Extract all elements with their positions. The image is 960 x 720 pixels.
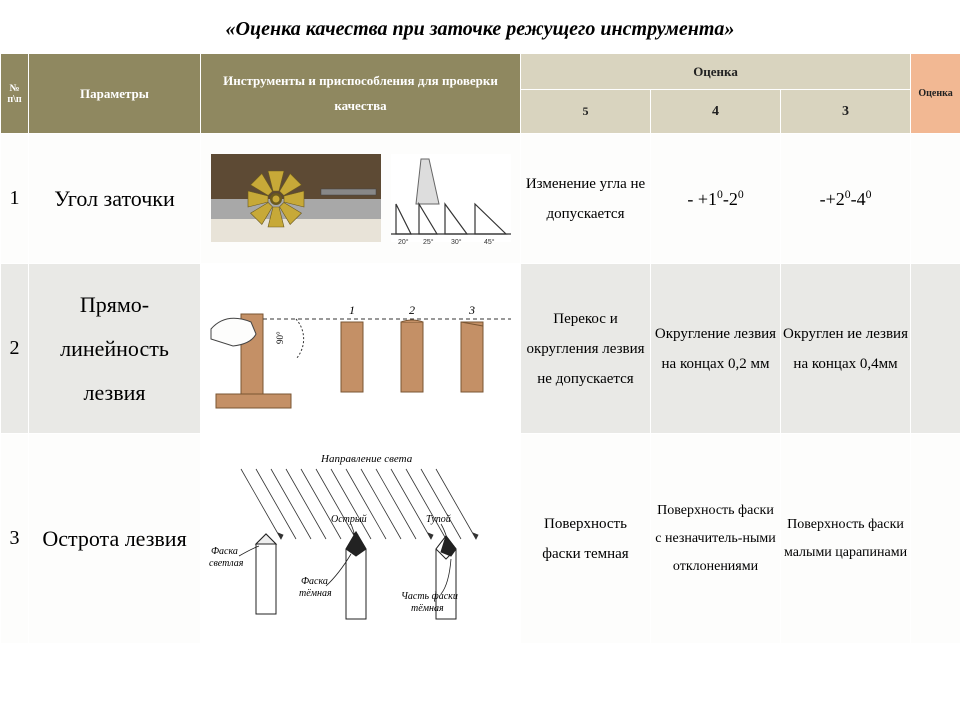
cell-r3: Округлен ие лезвия на концах 0,4мм — [781, 264, 911, 434]
cell-r4: Поверхность фаски с незначитель-ными отк… — [651, 434, 781, 644]
straightness-illustration: 90° 1 2 3 — [201, 274, 521, 424]
th-5: 5 — [521, 90, 651, 134]
th-param: Параметры — [29, 54, 201, 134]
svg-text:3: 3 — [468, 303, 475, 317]
th-rating2: Оценка — [911, 54, 960, 134]
th-4: 4 — [651, 90, 781, 134]
svg-text:Тупой: Тупой — [426, 514, 451, 525]
row-param: Прямо-линейность лезвия — [29, 264, 201, 434]
cell-r5: Перекос и округления лезвия не допускает… — [521, 264, 651, 434]
cell-r5: Поверхность фаски темная — [521, 434, 651, 644]
cell-empty — [911, 134, 960, 264]
svg-text:1: 1 — [349, 303, 355, 317]
cell-r3: -+20-40 — [781, 134, 911, 264]
row-num: 1 — [1, 134, 29, 264]
svg-text:2: 2 — [409, 303, 415, 317]
page-title: «Оценка качества при заточке режущего ин… — [0, 0, 960, 53]
svg-text:90°: 90° — [275, 331, 285, 344]
th-rating: Оценка — [521, 54, 911, 90]
table-row: 1 Угол заточки — [1, 134, 960, 264]
cell-r5: Изменение угла не допускается — [521, 134, 651, 264]
cell-empty — [911, 264, 960, 434]
th-3: 3 — [781, 90, 911, 134]
svg-text:Острый: Острый — [331, 514, 367, 525]
sharpness-illustration: Направление света — [201, 444, 521, 634]
svg-text:25°: 25° — [423, 238, 434, 246]
row-tools: 90° 1 2 3 — [201, 264, 521, 434]
svg-text:Фаска: Фаска — [211, 546, 238, 557]
th-tools: Инструменты и приспособления для проверк… — [201, 54, 521, 134]
svg-text:тёмная: тёмная — [411, 603, 444, 614]
svg-text:тёмная: тёмная — [299, 588, 332, 599]
cell-r4: - +10-20 — [651, 134, 781, 264]
row-num: 3 — [1, 434, 29, 644]
svg-text:Фаска: Фаска — [301, 576, 328, 587]
angle-tool-illustration: 20° 25° 30° 45° — [201, 144, 521, 254]
svg-text:45°: 45° — [484, 238, 495, 246]
svg-text:20°: 20° — [398, 238, 409, 246]
table-row: 3 Острота лезвия Направление света — [1, 434, 960, 644]
table-row: 2 Прямо-линейность лезвия 90° — [1, 264, 960, 434]
th-num: № п\п — [1, 54, 29, 134]
cell-empty — [911, 434, 960, 644]
svg-text:светлая: светлая — [209, 558, 244, 569]
row-param: Острота лезвия — [29, 434, 201, 644]
cell-r3: Поверхность фаски малыми царапинами — [781, 434, 911, 644]
svg-text:Направление света: Направление света — [320, 453, 413, 465]
svg-text:30°: 30° — [451, 238, 462, 246]
row-num: 2 — [1, 264, 29, 434]
quality-table: № п\п Параметры Инструменты и приспособл… — [0, 53, 960, 644]
row-param: Угол заточки — [29, 134, 201, 264]
svg-text:Часть фаски: Часть фаски — [401, 591, 458, 602]
row-tools: 20° 25° 30° 45° — [201, 134, 521, 264]
cell-r4: Округление лезвия на концах 0,2 мм — [651, 264, 781, 434]
row-tools: Направление света — [201, 434, 521, 644]
